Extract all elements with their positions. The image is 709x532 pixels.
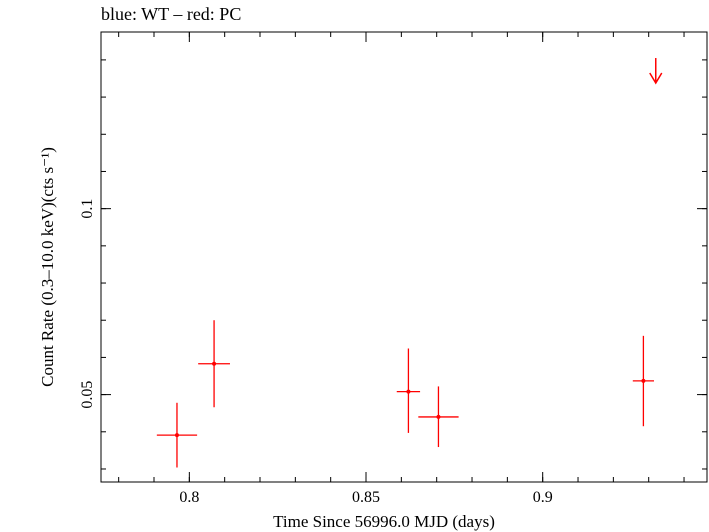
data-point (418, 386, 459, 448)
y-tick-label: 0.1 (79, 199, 96, 219)
upper-limit-head (649, 72, 663, 85)
x-tick-label: 0.85 (352, 489, 380, 506)
data-marker (436, 414, 441, 419)
chart-title: blue: WT – red: PC (101, 4, 242, 24)
y-axis-label: Count Rate (0.3–10.0 keV)(cts s⁻¹) (38, 147, 57, 387)
data-marker (641, 378, 646, 383)
data-point (198, 320, 230, 408)
upper-limit-arrow (649, 58, 663, 85)
data-marker (406, 389, 411, 394)
data-point (632, 335, 654, 427)
data-point (396, 348, 421, 433)
data-marker (212, 361, 217, 366)
x-tick-label: 0.8 (179, 489, 199, 506)
plot-frame (100, 31, 708, 483)
x-tick-label: 0.9 (533, 489, 553, 506)
y-tick-label: 0.05 (79, 381, 96, 409)
data-marker (174, 433, 179, 438)
x-axis-label: Time Since 56996.0 MJD (days) (273, 512, 495, 531)
data-point (156, 402, 198, 468)
